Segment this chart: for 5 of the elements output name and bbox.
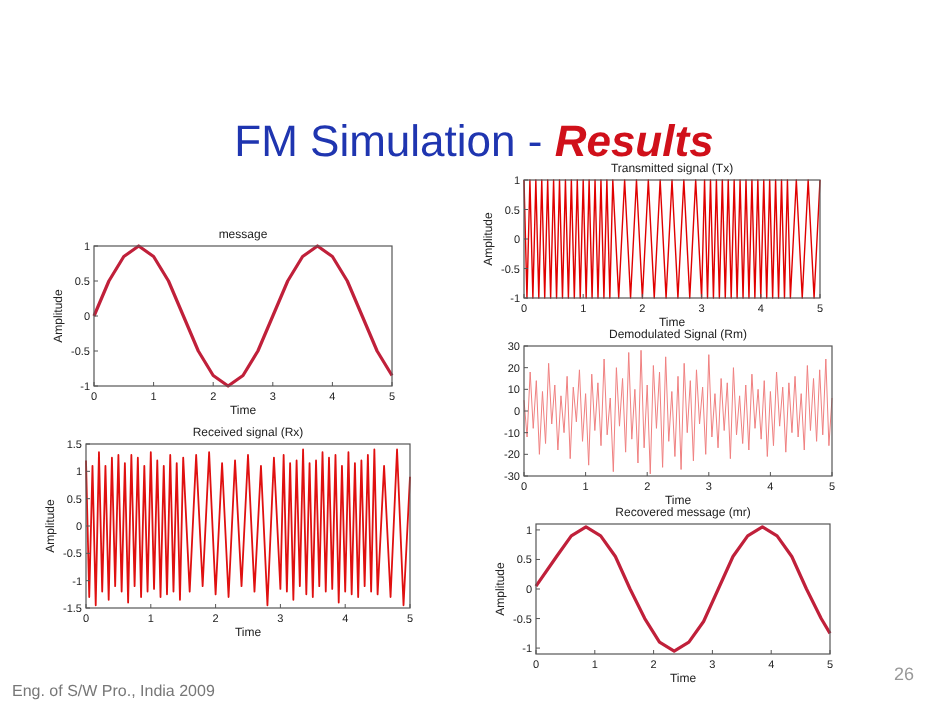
text: FM Simulation - Results [234, 116, 714, 166]
text: Eng. of S/W Pro., India 2009 [12, 682, 216, 700]
line-series [92, 244, 394, 388]
text: 26 [894, 664, 915, 684]
line-series [534, 525, 832, 653]
